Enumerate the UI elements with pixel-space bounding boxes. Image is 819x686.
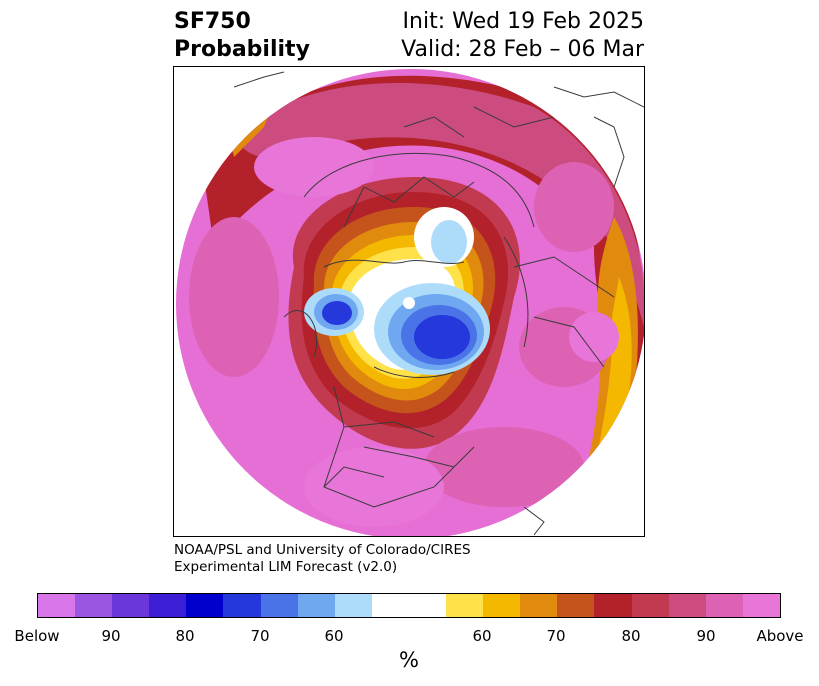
- outer-coastlines: [233, 71, 644, 536]
- colorbar-segment: [75, 594, 113, 617]
- colorbar-segment: [631, 594, 669, 617]
- colorbar-tick-label: 60: [324, 627, 344, 645]
- title-variable: SF750: [174, 9, 251, 34]
- attribution-line-1: NOAA/PSL and University of Colorado/CIRE…: [174, 542, 471, 558]
- forecast-dates: Init: Wed 19 Feb 2025 Valid: 28 Feb – 06…: [401, 8, 644, 64]
- coastlines: [283, 106, 615, 508]
- colorbar-segment: [668, 594, 706, 617]
- colorbar-tick-label: 60: [472, 627, 492, 645]
- colorbar-tick-label: Above: [756, 627, 804, 645]
- colorbar-segment: [297, 594, 335, 617]
- title-product: Probability: [174, 37, 310, 62]
- colorbar-segment: [594, 594, 632, 617]
- colorbar-segment: [557, 594, 595, 617]
- colorbar-segment: [742, 594, 780, 617]
- colorbar-segment: [223, 594, 261, 617]
- attribution: NOAA/PSL and University of Colorado/CIRE…: [174, 542, 471, 576]
- colorbar-segment: [446, 594, 484, 617]
- colorbar-segment: [705, 594, 743, 617]
- colorbar-segment: [483, 594, 521, 617]
- valid-range: Valid: 28 Feb – 06 Mar: [401, 37, 644, 62]
- colorbar-tick-label: 80: [175, 627, 195, 645]
- colorbar-segment: [260, 594, 298, 617]
- polar-map-svg: [176, 69, 644, 536]
- init-date: Init: Wed 19 Feb 2025: [402, 9, 644, 34]
- colorbar-tick-label: 70: [250, 627, 270, 645]
- colorbar-segment: [112, 594, 150, 617]
- forecast-map: [173, 66, 645, 537]
- probability-field: [176, 69, 644, 536]
- colorbar-tick-label: 70: [546, 627, 566, 645]
- colorbar-segment: [371, 594, 447, 617]
- colorbar-segment: [149, 594, 187, 617]
- colorbar-tick-label: 90: [696, 627, 716, 645]
- attribution-line-2: Experimental LIM Forecast (v2.0): [174, 559, 398, 575]
- colorbar-segment: [186, 594, 224, 617]
- map-title: SF750 Probability: [174, 8, 310, 64]
- colorbar-unit: %: [399, 648, 419, 672]
- colorbar-tick-label: 90: [101, 627, 121, 645]
- colorbar-segment: [520, 594, 558, 617]
- colorbar: [37, 593, 781, 618]
- colorbar-segment: [334, 594, 372, 617]
- colorbar-tick-label: Below: [14, 627, 60, 645]
- colorbar-tick-label: 80: [621, 627, 641, 645]
- colorbar-segment: [38, 594, 76, 617]
